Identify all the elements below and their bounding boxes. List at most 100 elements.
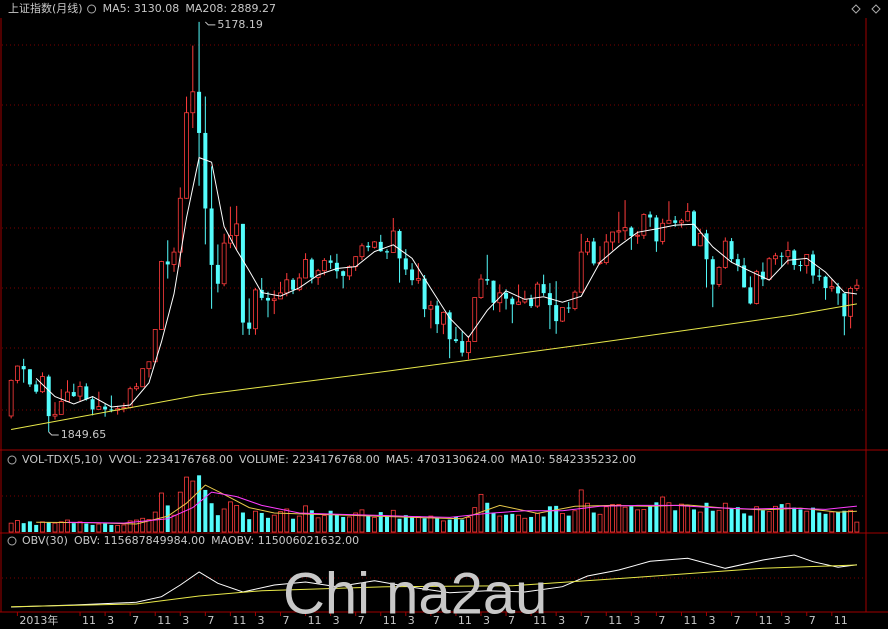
candle-body [773,255,778,260]
volume-bar [96,523,102,533]
x-tick-label: 7 [809,614,816,627]
volume-bar [296,515,302,533]
volume-bar [534,513,540,533]
candle-body [291,279,296,290]
candle-body [90,399,95,410]
volume-bar [284,508,290,533]
candle-body [309,259,314,278]
candle-body [779,255,784,257]
candle-body [829,286,835,289]
icon[interactable] [7,536,17,546]
window-icons[interactable] [7,4,881,546]
volume-bar [572,510,578,533]
candle-body [785,250,791,258]
candle-body [566,307,571,309]
volume-bar [278,511,283,533]
candle-body [534,283,540,307]
volume-bar [403,515,408,532]
x-tick-label: 2013年 [19,613,58,627]
candle-body [591,241,596,264]
volume-bar [722,502,728,533]
header-label: MA208: 2889.27 [185,2,276,15]
candle-body [697,232,703,247]
volume-bar [303,505,308,533]
volume-bar [52,522,58,533]
candle-body [215,264,220,284]
candle-body [410,269,415,281]
candle-body [428,305,434,310]
candle-body [221,242,227,285]
x-tick-label: 11 [759,614,773,627]
annotation: 5178.19 [217,18,263,31]
x-tick-label: 7 [283,614,290,627]
volume-bar [227,501,233,533]
volume-bar [134,519,139,533]
volume-bar [823,513,828,532]
candle-body [585,241,590,253]
volume-bar [390,509,396,533]
volume-bar [90,524,95,532]
icon[interactable] [871,4,881,14]
volume-bar [247,519,252,532]
header-label: VVOL: 2234176768.00 [109,453,233,466]
volume-bar [754,506,760,533]
candle-body [184,112,189,199]
volume-bar [34,524,39,532]
candle-body [359,245,365,258]
candle-body [447,312,452,340]
x-tick-label: 7 [207,614,214,627]
volume-bar [84,523,89,532]
icon[interactable] [7,455,17,465]
header-label: OBV(30) [22,534,68,547]
x-tick-label: 11 [232,614,246,627]
candle-body [660,222,666,242]
volume-bar [735,507,740,532]
candle-body [247,322,252,329]
candle-body [666,219,672,224]
candle-body [197,91,202,133]
x-tick-label: 7 [433,614,440,627]
candle-body [603,241,609,263]
volume-bar [221,508,227,533]
volume-bar [71,523,76,532]
series-line [11,554,857,608]
candle-body [616,230,622,233]
icon[interactable] [851,4,861,14]
volume-bar [748,515,753,532]
volume-bar [685,505,691,533]
volume-bar [321,515,327,533]
volume-bar [40,521,45,533]
candle-body [65,391,70,402]
candle-body [578,251,584,293]
candle-body [296,277,302,291]
series-line [11,303,857,430]
volume-bar [271,514,277,533]
candle-body [234,223,240,236]
x-tick-label: 3 [633,614,640,627]
volume-bar [291,518,296,532]
candle-body [811,254,816,276]
candle-body [21,366,26,370]
candle-body [334,262,339,272]
grid [2,44,866,579]
x-tick-label: 11 [308,614,322,627]
candle-body [491,280,496,303]
candle-body [798,265,803,267]
candle-body [748,287,753,304]
candle-body [472,297,478,342]
volume-bar [378,512,383,532]
volume-bar [328,510,333,532]
volume-bar [585,502,590,533]
candle-body [209,208,214,265]
volume-bar [435,518,440,532]
volume-bar [610,504,615,533]
volume-bar [798,509,803,532]
volume-bar [804,510,810,533]
annotation-leader [204,21,216,26]
volume-bar [159,492,164,533]
volume-bar [742,513,747,532]
volume-bar [848,509,854,533]
volume-bar [422,518,427,532]
volume-bar [240,512,245,532]
